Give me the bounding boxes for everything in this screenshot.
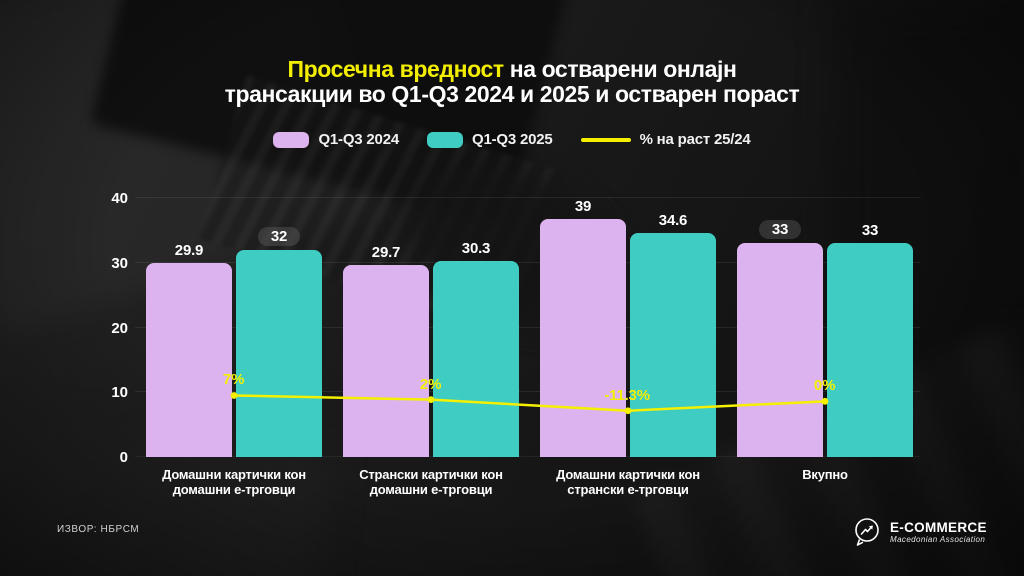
legend-item-2024: Q1-Q3 2024 <box>273 131 399 148</box>
legend-line-growth-icon <box>580 137 631 142</box>
source-text: ИЗВОР: НБРСМ <box>57 524 140 535</box>
bar-group: 29.9 32 <box>146 198 322 457</box>
bar-2025 <box>236 249 322 457</box>
y-axis-tick-label: 40 <box>111 190 128 207</box>
x-axis: Домашни картички кон домашни е-трговци Ст… <box>135 467 920 507</box>
bar-2025 <box>630 232 716 457</box>
bar-value-label: 39 <box>574 198 592 215</box>
legend-label: Q1-Q3 2024 <box>318 131 399 148</box>
growth-point-label: 2% <box>419 375 442 393</box>
gridline <box>135 197 920 198</box>
bar-2024 <box>343 264 429 457</box>
x-axis-label: Домашни картички кон странски е-трговци <box>556 467 700 497</box>
bar-wrap: 32 <box>236 198 322 457</box>
x-axis-label: Вкупно <box>802 467 848 482</box>
bar-2024 <box>540 219 626 457</box>
y-axis-tick-label: 20 <box>111 319 128 337</box>
chart-legend: Q1-Q3 2024 Q1-Q3 2025 % на раст 25/24 <box>0 131 1024 148</box>
growth-point-label: -11.3% <box>604 386 650 404</box>
bar-value-label: 33 <box>861 222 879 240</box>
bar-wrap: 29.7 <box>343 198 429 457</box>
association-logo: E-COMMERCE Macedonian Association <box>852 516 987 548</box>
chart-plot: 29.9 32 29.7 30.3 39 34.6 33 33 7% 2% -11.3% 0% <box>135 197 920 457</box>
y-axis-tick-label: 0 <box>119 449 128 466</box>
logo-subtitle: Macedonian Association <box>890 535 986 544</box>
gridline <box>135 326 920 328</box>
bar-group: 33 33 <box>737 198 913 457</box>
y-axis-tick-label: 30 <box>111 254 128 272</box>
growth-point-label: 7% <box>222 371 245 389</box>
bar-2024 <box>146 263 232 457</box>
logo-title: E-COMMERCE <box>890 520 987 535</box>
bar-value-label: 33 <box>758 220 802 240</box>
x-axis-label: Странски картички кон домашни е-трговци <box>359 467 503 497</box>
bar-group: 39 34.6 <box>540 198 716 457</box>
y-axis: 0 10 20 30 40 <box>88 190 128 466</box>
bar-wrap: 30.3 <box>433 198 519 457</box>
laptop-screen-shape <box>90 0 580 228</box>
title-highlight: Просечна вредност <box>287 56 504 82</box>
page-title: Просечна вредност на остварени онлајн тр… <box>0 57 1024 107</box>
gridline <box>135 261 920 263</box>
x-axis-label: Домашни картички кон домашни е-трговци <box>162 467 306 497</box>
bar-wrap: 29.9 <box>146 198 232 457</box>
x-axis-baseline <box>135 456 920 457</box>
legend-label: Q1-Q3 2025 <box>472 131 553 148</box>
bar-value-label: 34.6 <box>658 211 688 229</box>
bar-2025 <box>827 243 913 457</box>
title-line-2: трансакции во Q1-Q3 2024 и 2025 и оствар… <box>224 81 800 107</box>
legend-swatch-2025 <box>427 131 463 148</box>
y-axis-tick-label: 10 <box>111 384 128 402</box>
bar-2024 <box>737 243 823 457</box>
logo-bubble-chart-icon <box>855 518 879 546</box>
legend-item-growth: % на раст 25/24 <box>580 131 751 148</box>
bar-value-label: 29.9 <box>174 242 204 260</box>
bar-wrap: 33 <box>737 198 823 457</box>
bar-wrap: 34.6 <box>630 198 716 457</box>
legend-label: % на раст 25/24 <box>639 131 751 148</box>
legend-item-2025: Q1-Q3 2025 <box>427 131 553 148</box>
legend-swatch-2024 <box>273 131 310 148</box>
bar-value-label: 30.3 <box>461 239 491 257</box>
bar-wrap: 33 <box>827 198 913 457</box>
growth-point-label: 0% <box>813 377 836 395</box>
bar-2025 <box>433 260 519 457</box>
title-rest: на остварени онлајн <box>503 56 737 82</box>
gridline <box>135 391 920 393</box>
bar-group: 29.7 30.3 <box>343 198 519 457</box>
bar-value-label: 29.7 <box>371 243 401 261</box>
logo-text: E-COMMERCE Macedonian Association <box>890 520 987 544</box>
bar-value-label: 32 <box>257 226 301 246</box>
title-line-1: Просечна вредност на остварени онлајн <box>0 57 1024 82</box>
bar-wrap: 39 <box>540 198 626 457</box>
